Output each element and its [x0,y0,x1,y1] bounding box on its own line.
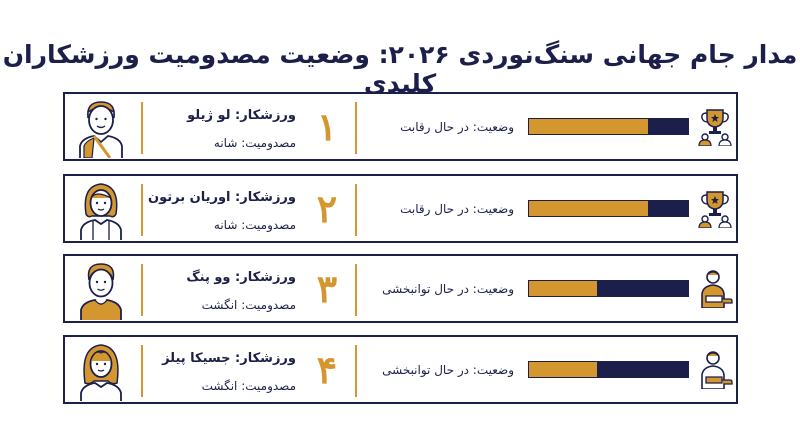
status-progress-bar [528,200,689,217]
status-progress-bar [528,361,689,378]
status-text: وضعیت: در حال توانبخشی [382,363,514,377]
divider [141,264,143,316]
divider [355,264,357,316]
divider [141,345,143,397]
athlete-name: ورزشکار: وو پنگ [186,270,296,285]
athlete-injury: مصدومیت: انگشت [201,379,296,393]
trophy-icon [698,191,732,228]
athlete-injury: مصدومیت: شانه [213,218,296,232]
status-text: وضعیت: در حال رقابت [400,202,514,216]
athlete-card: ورزشکار: جسیکا پیلز مصدومیت: انگشت ۴ وضع… [63,335,738,404]
status-progress-bar [528,280,689,297]
athlete-name: ورزشکار: اوریان برتون [148,190,296,205]
male-athlete-avatar-icon [80,263,122,320]
divider [355,345,357,397]
athlete-injury: مصدومیت: انگشت [201,298,296,312]
page-title: مدار جام جهانی سنگ‌نوردی ۲۰۲۶: وضعیت مصد… [2,40,798,98]
athlete-name: ورزشکار: لو ژیلو [187,108,296,123]
rank-number: ۳ [316,266,338,311]
female-athlete-avatar-icon [80,344,122,401]
status-progress-fill [529,362,598,377]
divider [355,102,357,154]
status-progress-fill [529,119,649,134]
injured-person-icon [701,270,733,308]
rank-number: ۱ [316,104,338,149]
male-athlete-avatar-icon [79,101,123,158]
status-text: وضعیت: در حال رقابت [400,120,514,134]
divider [141,102,143,154]
athlete-injury: مصدومیت: شانه [213,136,296,150]
status-text: وضعیت: در حال توانبخشی [382,282,514,296]
divider [355,184,357,236]
rank-number: ۴ [316,347,338,392]
athlete-card: ورزشکار: لو ژیلو مصدومیت: شانه ۱ وضعیت: … [63,92,738,161]
rank-number: ۲ [316,186,338,231]
female-athlete-avatar-icon [80,183,122,240]
trophy-icon [698,109,732,146]
status-progress-bar [528,118,689,135]
status-progress-fill [529,201,649,216]
athlete-card: ورزشکار: اوریان برتون مصدومیت: شانه ۲ وض… [63,174,738,243]
status-progress-fill [529,281,598,296]
divider [141,184,143,236]
athlete-name: ورزشکار: جسیکا پیلز [162,351,296,366]
athlete-card: ورزشکار: وو پنگ مصدومیت: انگشت ۳ وضعیت: … [63,254,738,323]
injured-person-icon [701,351,733,389]
